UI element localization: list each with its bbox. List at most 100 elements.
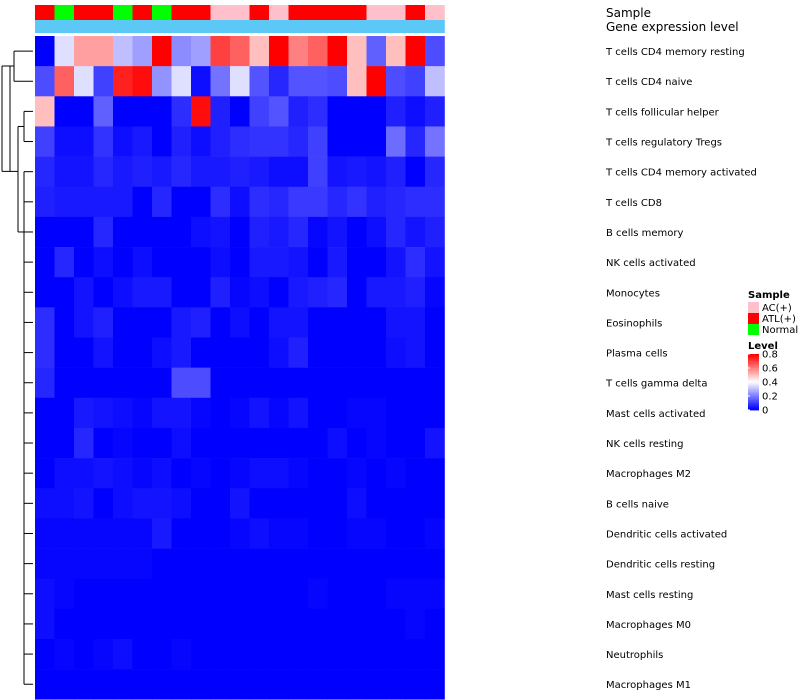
heatmap-cell (425, 427, 445, 459)
heatmap-cell (347, 307, 367, 338)
level-colorbar-segment (748, 376, 759, 379)
heatmap-cell (405, 639, 426, 670)
heatmap-cell (269, 186, 289, 218)
heatmap-cell (347, 216, 367, 248)
heatmap-cell (327, 126, 348, 157)
level-colorbar-segment (748, 369, 759, 372)
heatmap-cell (249, 247, 270, 278)
heatmap-cell (113, 216, 133, 248)
heatmap-cell (74, 247, 94, 278)
expression-annotation-cell (288, 20, 309, 33)
heatmap-cell (405, 247, 426, 278)
heatmap-cell (366, 458, 387, 489)
heatmap-cell (405, 337, 426, 368)
heatmap-cell (347, 186, 367, 218)
heatmap-cell (308, 36, 328, 67)
heatmap-cell (230, 639, 250, 670)
heatmap-cell (386, 669, 406, 700)
heatmap-cell (191, 458, 211, 489)
level-tick-label: 0.4 (762, 378, 778, 389)
heatmap-cell (386, 186, 406, 218)
heatmap-cell (269, 66, 289, 97)
heatmap-cell (191, 518, 211, 549)
heatmap-cell (288, 337, 309, 368)
row-label: T cells gamma delta (605, 379, 707, 390)
heatmap-cell (93, 216, 114, 248)
heatmap-cell (113, 639, 133, 670)
heatmap-cell (425, 307, 445, 338)
level-colorbar-segment (748, 362, 759, 365)
heatmap-cell (425, 578, 445, 610)
expression-annotation-cell (405, 20, 426, 33)
heatmap-cell (366, 397, 387, 429)
heatmap-cell (405, 608, 426, 640)
heatmap-cell (74, 277, 94, 308)
heatmap-cell (152, 458, 172, 489)
heatmap-cell (327, 96, 348, 127)
heatmap-cell (308, 337, 328, 368)
heatmap-cell (386, 427, 406, 459)
level-colorbar-segment (748, 356, 759, 359)
heatmap-cell (230, 669, 250, 700)
heatmap-cell (308, 458, 328, 489)
heatmap-cell (132, 216, 153, 248)
expression-annotation-cell (74, 20, 94, 33)
heatmap-cell (366, 669, 387, 700)
heatmap-cell (93, 427, 114, 459)
heatmap-cell (152, 367, 172, 399)
heatmap-cell (171, 66, 192, 97)
heatmap-cell (327, 458, 348, 489)
level-colorbar-segment (748, 397, 759, 400)
heatmap-cell (54, 66, 75, 97)
heatmap-cell (132, 307, 153, 338)
heatmap-cell (308, 367, 328, 399)
heatmap-cell (35, 186, 55, 218)
expression-annotation-cell (191, 20, 211, 33)
heatmap-cell (171, 669, 192, 700)
heatmap-cell (249, 639, 270, 670)
heatmap-cell (288, 247, 309, 278)
heatmap-cell (386, 66, 406, 97)
heatmap-cell (249, 608, 270, 640)
heatmap-cell (288, 367, 309, 399)
sample-annotation-cell (386, 5, 406, 20)
level-colorbar-segment (748, 404, 759, 407)
heatmap-cell (74, 307, 94, 338)
level-colorbar-segment (748, 375, 759, 377)
heatmap-cell (171, 518, 192, 549)
heatmap-cell (366, 156, 387, 188)
heatmap-cell (327, 608, 348, 640)
heatmap-cell (210, 126, 231, 157)
heatmap-cell (269, 247, 289, 278)
heatmap-cell (308, 578, 328, 610)
heatmap-cell (171, 337, 192, 368)
heatmap-cell (152, 247, 172, 278)
sample-annotation-cell (54, 5, 75, 20)
heatmap-cell (249, 367, 270, 399)
heatmap-cell (288, 126, 309, 157)
heatmap-cell (308, 126, 328, 157)
heatmap-cell (74, 427, 94, 459)
heatmap-cell (386, 156, 406, 188)
heatmap-cell (35, 518, 55, 549)
level-colorbar-segment (748, 377, 759, 380)
heatmap-cell (113, 397, 133, 429)
heatmap-cell (327, 277, 348, 308)
heatmap-cell (230, 578, 250, 610)
heatmap-cell (93, 247, 114, 278)
heatmap-cell (35, 126, 55, 157)
heatmap-cell (93, 36, 114, 67)
heatmap-cell (132, 608, 153, 640)
heatmap-cell (366, 66, 387, 97)
heatmap-cell (347, 247, 367, 278)
heatmap-cell (386, 639, 406, 670)
expression-annotation-cell (93, 20, 114, 33)
heatmap-cell (210, 397, 231, 429)
heatmap-cell (405, 669, 426, 700)
heatmap-cell (54, 518, 75, 549)
heatmap-cell (230, 66, 250, 97)
heatmap-cell (288, 458, 309, 489)
heatmap-cell (113, 518, 133, 549)
level-colorbar-segment (748, 380, 759, 383)
heatmap-cell (35, 96, 55, 127)
